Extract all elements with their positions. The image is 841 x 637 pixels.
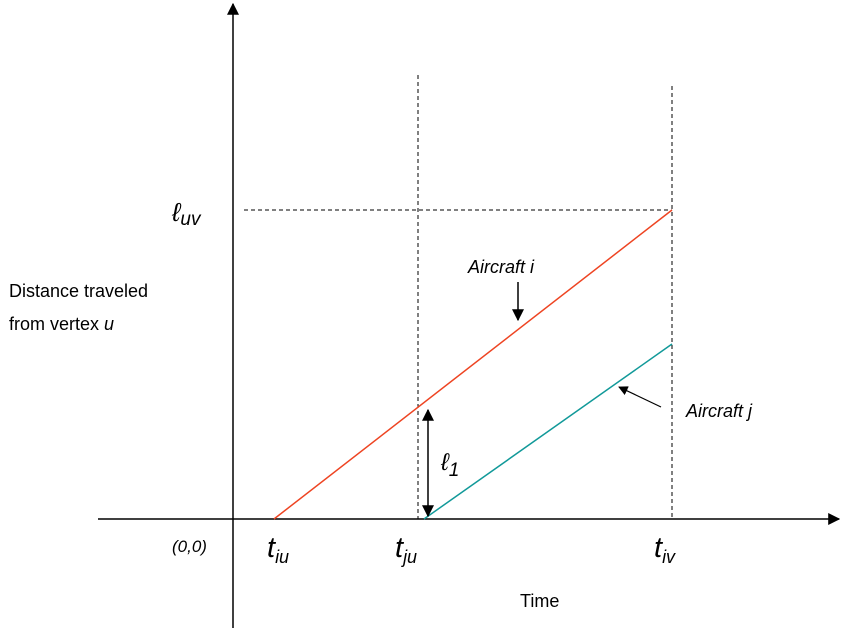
aircraft-j-label: Aircraft j [685, 401, 753, 421]
y-axis-label-line2: from vertex u [9, 314, 114, 334]
t-ju-label: tju [395, 532, 417, 567]
l1-label: ℓ1 [440, 449, 459, 481]
aircraft-j-line [424, 344, 672, 519]
t-iv-label: tiv [654, 532, 676, 567]
aircraft-i-label: Aircraft i [467, 257, 535, 277]
l-uv-label: ℓuv [171, 197, 202, 230]
origin-label: (0,0) [172, 537, 207, 556]
x-axis-label: Time [520, 591, 559, 611]
y-axis-label-line1: Distance traveled [9, 281, 148, 301]
aircraft-j-pointer-arrow [619, 387, 661, 407]
t-iu-label: tiu [267, 532, 289, 567]
